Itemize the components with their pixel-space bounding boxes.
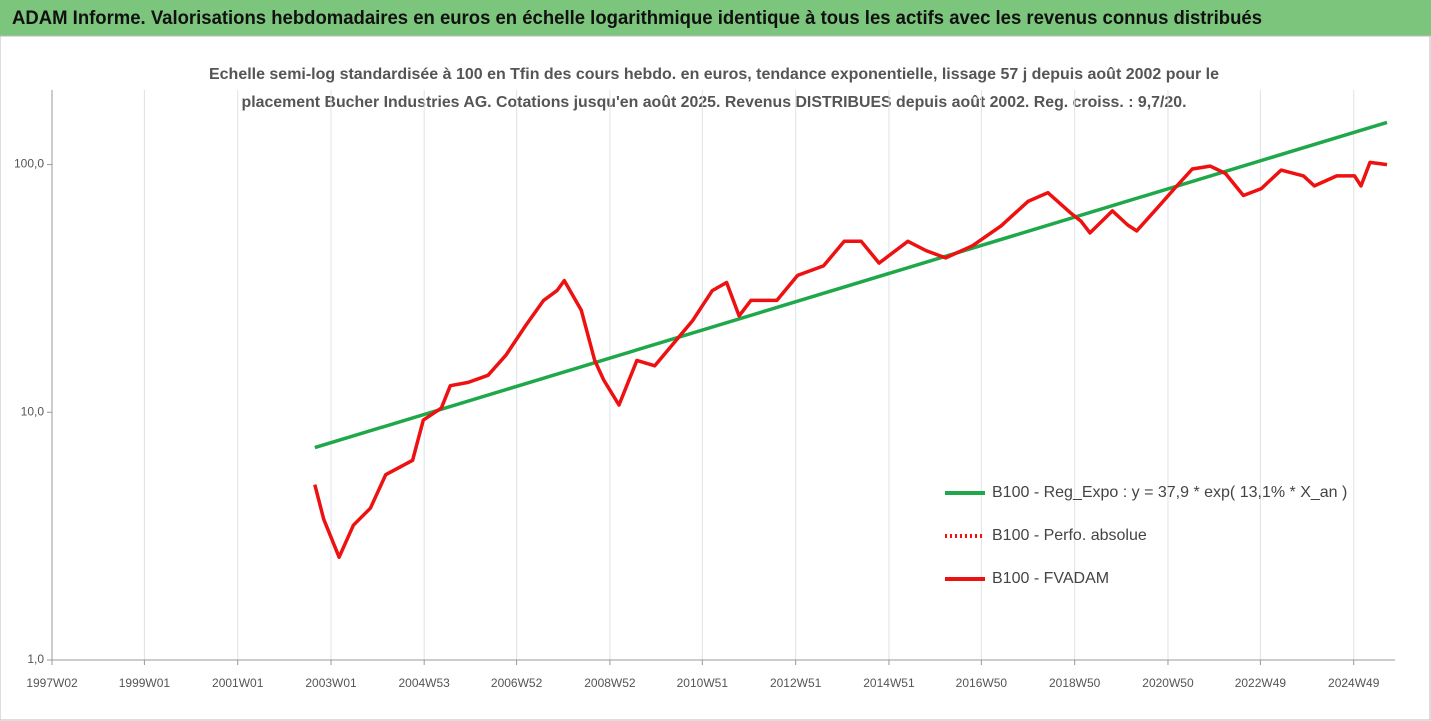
chart-frame (0, 35, 1431, 721)
legend-label: B100 - Perfo. absolue (992, 527, 1147, 544)
x-tick-label: 1999W01 (119, 676, 171, 690)
x-tick-label: 2006W52 (491, 676, 543, 690)
series-line (314, 120, 1388, 450)
y-tick-label: 100,0 (14, 157, 44, 171)
legend-label: B100 - Reg_Expo : y = 37,9 * exp( 13,1% … (992, 484, 1347, 501)
legend-label: B100 - FVADAM (992, 570, 1109, 587)
x-tick-label: 2001W01 (212, 676, 264, 690)
header-bar (0, 0, 1431, 36)
chart-title: ADAM Informe. Valorisations hebdomadaire… (12, 8, 1262, 29)
x-tick-label: 2010W51 (677, 676, 729, 690)
x-tick-label: 2016W50 (956, 676, 1008, 690)
x-tick-label: 2004W53 (398, 676, 450, 690)
x-tick-label: 2014W51 (863, 676, 915, 690)
x-tick-label: 2008W52 (584, 676, 636, 690)
x-tick-label: 2020W50 (1142, 676, 1194, 690)
x-tick-label: 2022W49 (1235, 676, 1287, 690)
x-tick-label: 2012W51 (770, 676, 822, 690)
x-tick-label: 2003W01 (305, 676, 357, 690)
y-tick-label: 10,0 (21, 404, 45, 418)
x-tick-label: 2018W50 (1049, 676, 1101, 690)
y-tick-label: 1,0 (27, 652, 44, 666)
series-line (313, 160, 1388, 559)
chart-subtitle: placement Bucher Industries AG. Cotation… (242, 94, 1187, 111)
chart-subtitle: Echelle semi-log standardisée à 100 en T… (209, 66, 1219, 83)
x-tick-label: 2024W49 (1328, 676, 1380, 690)
x-tick-label: 1997W02 (26, 676, 78, 690)
